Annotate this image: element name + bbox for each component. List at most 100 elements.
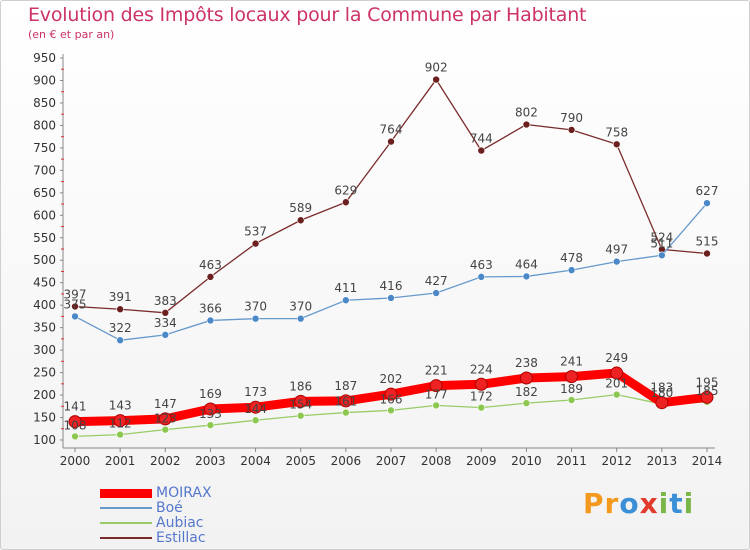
data-point-boe [342,296,350,305]
data-label-boe: 375 [64,297,87,311]
data-point-estillac [703,249,711,258]
x-tick-label: 2001 [105,454,136,468]
data-label-moirax: 195 [696,375,719,389]
data-label-moirax: 221 [425,364,448,378]
y-tick-label: 650 [33,186,56,200]
data-point-aubiac [522,399,531,407]
data-point-moirax [294,394,308,408]
series-line-estillac [74,78,708,314]
data-point-aubiac [251,416,260,425]
x-tick-label: 2005 [285,454,316,468]
data-label-moirax: 173 [244,385,267,399]
y-tick-label: 450 [33,276,56,290]
data-point-boe [612,257,621,266]
y-tick-label: 400 [33,298,56,312]
data-point-boe [477,273,486,281]
data-point-moirax [68,415,82,429]
data-label-aubiac: 108 [64,418,87,432]
data-label-estillac: 383 [154,294,177,308]
data-label-estillac: 744 [470,132,493,146]
data-point-boe [567,266,576,274]
logo-letter: x [639,487,659,520]
y-tick-label: 700 [33,163,56,177]
y-tick-label: 350 [33,321,56,335]
data-label-moirax: 202 [380,372,403,386]
legend-label-aubiac: Aubiac [156,515,204,531]
legend-label-boe: Boé [156,500,183,516]
data-point-moirax [249,400,263,414]
data-label-aubiac: 172 [470,390,493,404]
data-point-moirax [610,366,624,380]
data-label-boe: 427 [425,274,448,288]
x-tick-label: 2010 [511,454,542,468]
data-point-moirax [158,412,172,426]
data-point-boe [432,289,440,297]
data-label-aubiac: 144 [244,402,267,416]
x-tick-label: 2011 [556,454,587,468]
data-point-boe [522,272,531,281]
y-tick-label: 100 [33,433,56,447]
data-label-aubiac: 133 [199,407,222,421]
data-point-boe [206,316,215,325]
data-label-estillac: 764 [380,123,403,137]
data-label-aubiac: 161 [334,395,357,409]
data-point-aubiac [612,390,621,399]
data-point-boe [296,314,305,323]
data-label-moirax: 241 [560,355,583,369]
legend-item-aubiac: Aubiac [100,515,204,531]
data-label-estillac: 902 [425,61,448,75]
logo-letter: i [683,487,695,520]
chart-subtitle: (en € et par an) [28,28,115,41]
data-point-estillac [567,126,576,134]
data-label-estillac: 758 [605,125,628,139]
data-label-aubiac: 166 [380,392,403,406]
x-tick-label: 2006 [331,454,362,468]
legend-item-estillac: Estillac [100,530,206,546]
data-label-boe: 511 [650,236,673,250]
data-label-boe: 322 [109,321,132,335]
data-label-boe: 463 [470,258,493,272]
data-point-moirax [519,371,533,385]
legend-swatch-moirax [100,488,152,498]
legend-item-moirax: MOIRAX [100,485,212,501]
x-tick-label: 2012 [601,454,632,468]
logo-letter: r [604,487,620,520]
data-label-estillac: 391 [109,290,132,304]
data-label-aubiac: 201 [605,377,628,391]
data-label-estillac: 515 [696,234,719,248]
data-point-aubiac [477,403,486,412]
data-point-aubiac [206,421,215,429]
y-tick-label: 950 [33,51,56,65]
data-point-moirax [384,387,398,401]
legend-label-estillac: Estillac [156,530,206,546]
data-label-aubiac: 177 [425,387,448,401]
data-label-estillac: 463 [199,258,222,272]
chart-title: Evolution des Impôts locaux pour la Comm… [28,4,587,26]
data-label-estillac: 589 [289,201,312,215]
y-tick-label: 800 [33,118,56,132]
data-label-estillac: 397 [64,288,87,302]
data-point-moirax [113,414,127,428]
data-label-aubiac: 154 [289,398,312,412]
data-point-aubiac [432,401,440,410]
data-label-moirax: 238 [515,356,538,370]
data-label-aubiac: 185 [696,384,719,398]
logo-letter: i [658,487,670,520]
data-label-boe: 370 [289,300,312,314]
y-tick-label: 150 [33,411,56,425]
data-point-boe [71,312,79,321]
data-label-estillac: 524 [650,230,673,244]
y-tick-label: 550 [33,231,56,245]
y-tick-label: 500 [33,253,56,267]
data-label-boe: 464 [515,257,538,271]
data-label-moirax: 169 [199,387,222,401]
data-point-estillac [612,140,621,149]
data-point-estillac [116,305,124,314]
data-label-moirax: 186 [289,379,312,393]
data-point-moirax [339,394,353,408]
data-point-estillac [251,239,260,248]
data-point-aubiac [296,411,305,420]
data-point-boe [703,199,711,207]
legend-swatch-estillac [100,537,152,539]
data-point-moirax [203,402,217,416]
